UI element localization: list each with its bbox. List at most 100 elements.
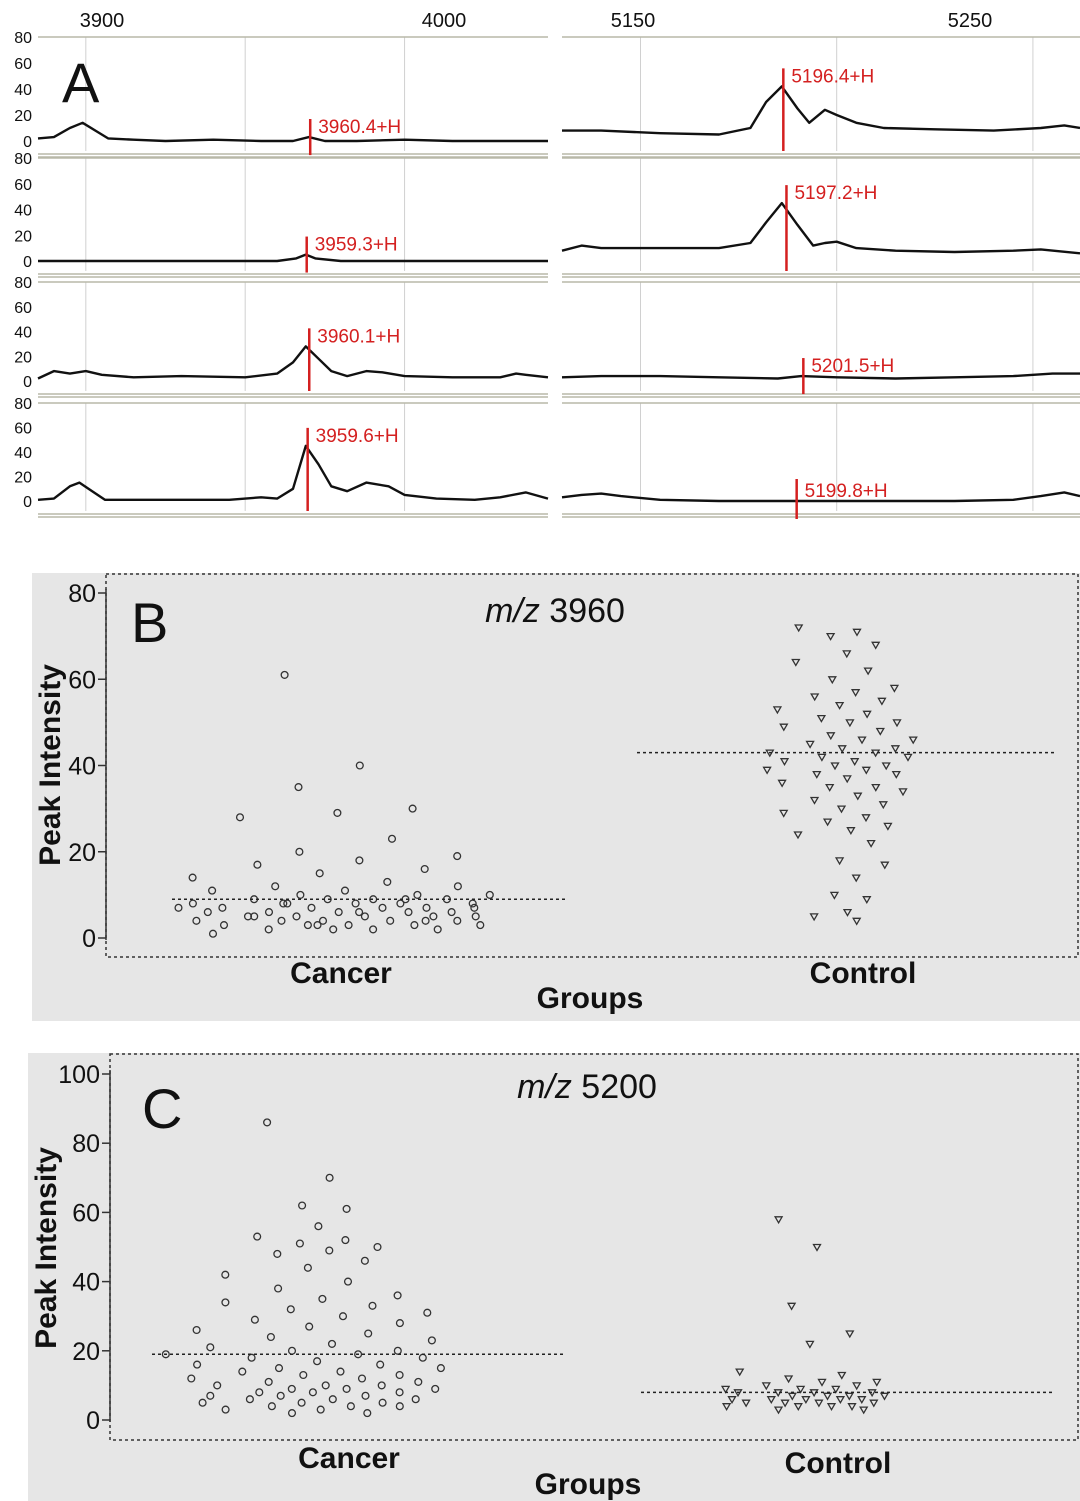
control-point xyxy=(847,1403,857,1411)
cancer-point xyxy=(276,1391,285,1400)
spectrum-row-2: 3959.3+H 5197.2+H 80 60 40 20 0 xyxy=(14,151,1080,278)
cancer-point xyxy=(318,916,328,925)
panel-a-tick-3900: 3900 xyxy=(80,10,125,32)
cancer-point xyxy=(263,1118,272,1127)
cancer-point xyxy=(193,1360,202,1369)
control-point xyxy=(898,788,908,797)
y-tick-label: 0 xyxy=(23,494,32,511)
cancer-point xyxy=(295,1239,304,1248)
control-point xyxy=(859,1406,869,1415)
panel-b-category-cancer: Cancer xyxy=(290,957,392,990)
cancer-point xyxy=(383,877,392,886)
control-point xyxy=(881,762,891,771)
cancer-point xyxy=(206,1343,215,1352)
cancer-point xyxy=(354,1350,363,1359)
cancer-point xyxy=(346,1402,355,1411)
y-tick-label: 80 xyxy=(14,396,32,413)
spectrum-trace-left xyxy=(37,121,548,143)
spectrum-row-3: 3960.1+H 5201.5+H 80 60 40 20 0 xyxy=(14,275,1080,398)
cancer-point xyxy=(336,1367,345,1376)
cancer-point xyxy=(271,882,280,891)
control-point xyxy=(772,706,783,715)
control-point xyxy=(779,758,790,766)
cancer-point xyxy=(395,1370,404,1380)
control-point xyxy=(826,732,836,741)
cancer-point xyxy=(357,1374,367,1383)
cancer-point xyxy=(411,1395,420,1404)
panel-b-frame xyxy=(105,573,1079,958)
control-point xyxy=(852,628,862,637)
cancer-point xyxy=(355,856,364,865)
cancer-point xyxy=(408,804,417,813)
control-point xyxy=(721,1403,732,1411)
cancer-point xyxy=(325,1246,334,1255)
control-point xyxy=(787,1392,797,1401)
panel-c-y-axis: 0 20 40 60 80 100 xyxy=(58,1061,111,1435)
cancer-point xyxy=(340,886,350,895)
peak-label: 3960.4+H xyxy=(318,117,401,138)
peak-label: 3959.3+H xyxy=(315,235,398,256)
cancer-point xyxy=(238,1367,247,1376)
control-point xyxy=(827,676,837,685)
cancer-point xyxy=(471,912,480,921)
control-point xyxy=(891,770,901,779)
control-point xyxy=(762,766,772,775)
control-point xyxy=(866,839,876,848)
cancer-point xyxy=(299,1370,308,1380)
panel-a: 3900 4000 5150 5250 3960.4+H5196.4+H8060… xyxy=(14,10,1080,519)
cancer-point xyxy=(378,1398,387,1407)
cancer-point xyxy=(423,1308,432,1317)
cancer-point xyxy=(264,908,274,917)
control-point xyxy=(780,1399,790,1408)
control-point xyxy=(812,770,822,779)
control-point xyxy=(879,1392,890,1401)
control-point xyxy=(875,727,885,736)
control-point xyxy=(862,896,872,904)
y-tick-label: 40 xyxy=(14,82,32,99)
control-point xyxy=(777,779,787,788)
cancer-point xyxy=(321,1381,330,1390)
panel-c-points xyxy=(152,1118,1052,1418)
control-point xyxy=(892,719,902,728)
panel-c-xlabel: Groups xyxy=(535,1468,642,1501)
panel-a-letter: A xyxy=(62,51,100,114)
cancer-point xyxy=(328,1395,337,1404)
control-point xyxy=(862,710,872,719)
cancer-point xyxy=(192,1325,201,1335)
control-point xyxy=(779,809,789,818)
cancer-point xyxy=(376,1360,385,1369)
control-point xyxy=(857,736,867,745)
cancer-point xyxy=(361,1391,370,1400)
y-tick-label: 60 xyxy=(68,666,96,694)
control-point xyxy=(741,1399,751,1408)
cancer-point xyxy=(247,1353,256,1362)
cancer-point xyxy=(243,912,253,921)
y-tick-label: 40 xyxy=(68,753,96,781)
panel-b-points xyxy=(172,624,1056,938)
y-tick-label: 40 xyxy=(14,445,32,462)
control-point xyxy=(816,714,827,723)
cancer-point xyxy=(422,903,431,912)
cancer-point xyxy=(303,921,312,930)
cancer-point xyxy=(378,903,387,912)
control-point xyxy=(880,861,890,870)
cancer-point xyxy=(427,1336,436,1345)
cancer-point xyxy=(393,1346,402,1355)
y-tick-label: 20 xyxy=(72,1338,100,1366)
cancer-point xyxy=(264,925,273,934)
y-tick-label: 0 xyxy=(23,254,32,271)
spectrum-trace-left xyxy=(38,253,548,263)
cancer-point xyxy=(187,1374,196,1383)
cancer-point xyxy=(295,847,304,856)
cancer-point xyxy=(264,1377,273,1386)
cancer-point xyxy=(274,1284,283,1293)
control-point xyxy=(890,745,901,754)
cancer-point xyxy=(373,1242,382,1252)
cancer-point xyxy=(253,860,262,869)
control-point xyxy=(814,1399,824,1408)
y-tick-label: 20 xyxy=(68,839,96,867)
peak-label: 5199.8+H xyxy=(805,481,888,502)
cancer-point xyxy=(342,1384,351,1393)
cancer-point xyxy=(314,1222,323,1231)
y-tick-label: 0 xyxy=(23,134,32,151)
